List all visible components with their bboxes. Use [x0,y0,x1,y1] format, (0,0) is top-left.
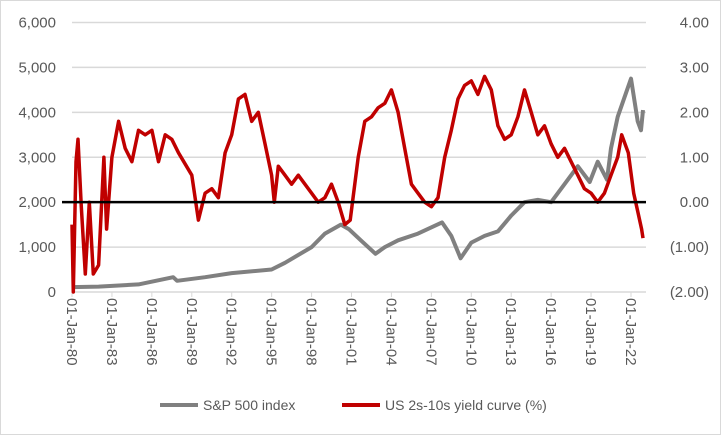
x-tick-label: 01-Jan-10 [462,298,479,366]
left-tick-label: 3,000 [18,149,56,166]
x-tick-label: 01-Jan-89 [183,298,200,366]
x-tick-label: 01-Jan-07 [422,298,439,366]
series [70,74,645,294]
x-tick-label: 01-Jan-01 [343,298,360,366]
left-tick-label: 4,000 [18,104,56,121]
x-tick-label: 01-Jan-13 [502,298,519,366]
right-tick-label: (1.00) [670,239,709,256]
left-tick-label: 6,000 [18,15,56,32]
x-tick-label: 01-Jan-04 [382,298,399,366]
left-tick-label: 0 [48,284,56,301]
right-tick-label: 3.00 [680,59,709,76]
right-tick-label: 1.00 [680,149,709,166]
x-tick-label: 01-Jan-83 [103,298,120,366]
x-tick-label: 01-Jan-86 [143,298,160,366]
sp500-line [71,76,645,290]
left-tick-label: 1,000 [18,239,56,256]
x-tick-label: 01-Jan-95 [263,298,280,366]
right-tick-label: 2.00 [680,104,709,121]
legend: S&P 500 index US 2s-10s yield curve (%) [160,397,547,413]
left-tick-label: 2,000 [18,194,56,211]
right-tick-label: 4.00 [680,15,709,32]
right-tick-label: 0.00 [680,194,709,211]
x-tick-label: 01-Jan-19 [582,298,599,366]
left-tick-label: 5,000 [18,59,56,76]
right-tick-label: (2.00) [670,284,709,301]
x-tick-label: 01-Jan-16 [542,298,559,366]
x-tick-label: 01-Jan-98 [303,298,320,366]
legend-label-sp500: S&P 500 index [203,397,295,413]
x-tick-label: 01-Jan-92 [223,298,240,366]
x-axis: 01-Jan-80 01-Jan-83 01-Jan-86 01-Jan-89 01-J… [63,298,639,366]
right-axis: (2.00) (1.00) 0.00 1.00 2.00 3.00 4.00 [670,15,709,302]
legend-label-yield-curve: US 2s-10s yield curve (%) [385,397,547,413]
yield-curve-line [70,74,645,294]
x-tick-label: 01-Jan-22 [622,298,639,366]
left-axis: 0 1,000 2,000 3,000 4,000 5,000 6,000 [18,15,56,302]
x-tick-label: 01-Jan-80 [63,298,80,366]
